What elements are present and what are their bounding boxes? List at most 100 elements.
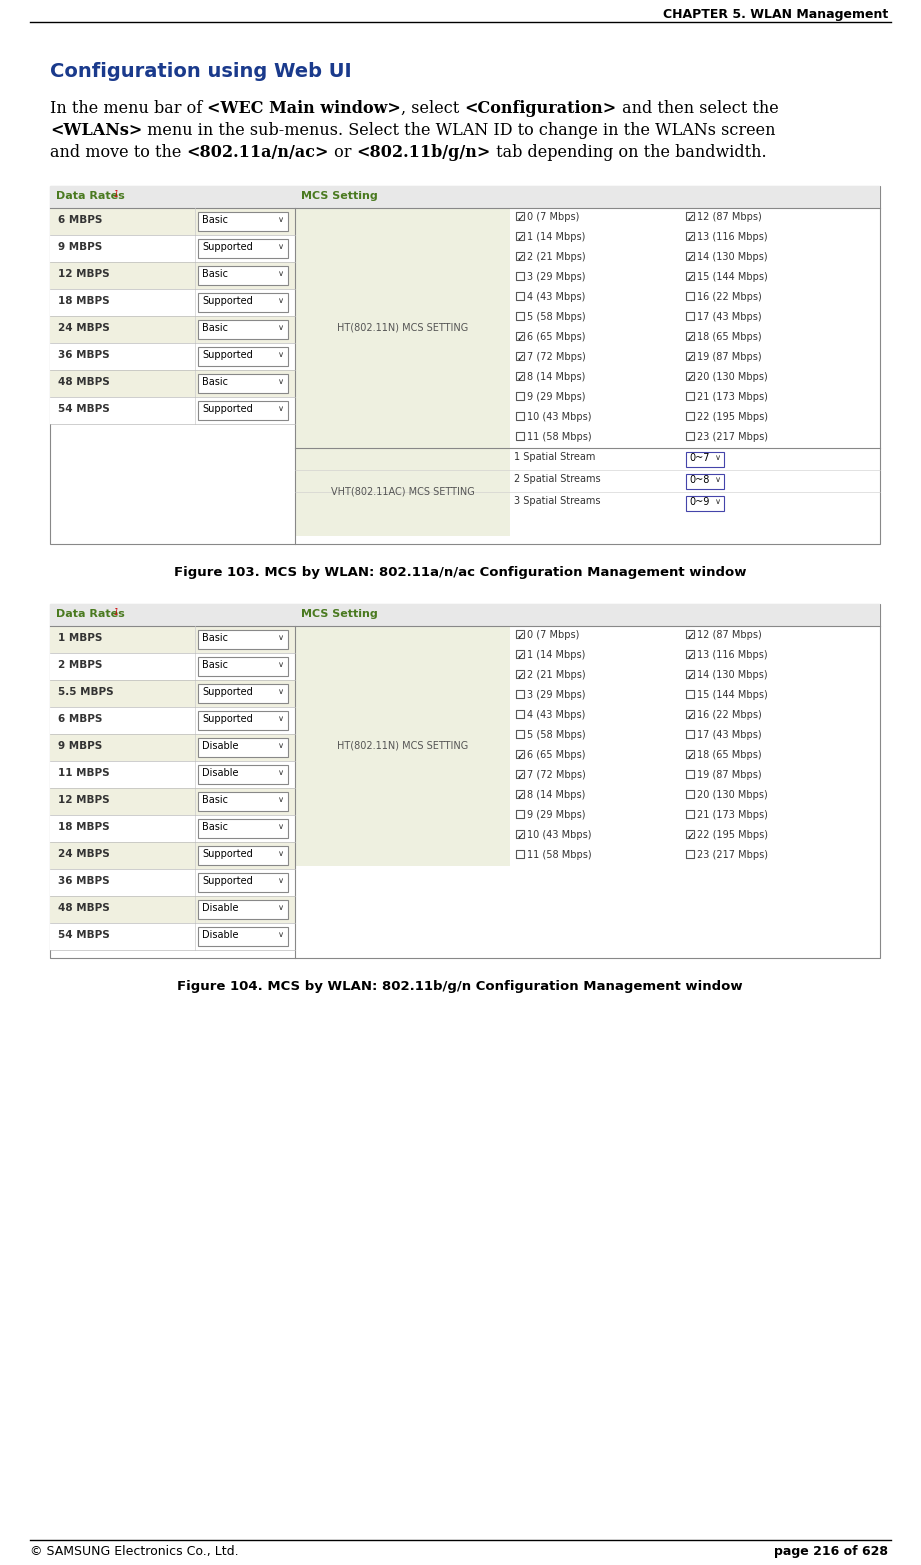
Text: ∨: ∨ xyxy=(278,632,284,642)
Text: Disable: Disable xyxy=(202,930,239,941)
Bar xyxy=(198,657,288,676)
Text: and then select the: and then select the xyxy=(617,100,778,117)
Text: 2 (21 Mbps): 2 (21 Mbps) xyxy=(527,252,586,261)
Bar xyxy=(50,681,295,707)
Bar xyxy=(516,811,524,818)
Text: ∨: ∨ xyxy=(278,930,284,939)
Bar xyxy=(516,293,524,300)
Bar xyxy=(295,448,510,535)
Bar xyxy=(686,649,694,657)
Text: ∨: ∨ xyxy=(278,795,284,804)
Text: 54 MBPS: 54 MBPS xyxy=(58,404,110,415)
Text: 19 (87 Mbps): 19 (87 Mbps) xyxy=(697,770,762,779)
Bar xyxy=(50,626,295,653)
Text: 15 (144 Mbps): 15 (144 Mbps) xyxy=(697,690,768,700)
Bar xyxy=(516,631,524,639)
Text: ✓: ✓ xyxy=(687,671,695,681)
Text: Basic: Basic xyxy=(202,795,228,804)
Text: ✓: ✓ xyxy=(687,651,695,660)
Text: ∨: ∨ xyxy=(278,822,284,831)
Bar xyxy=(516,232,524,239)
Bar xyxy=(516,790,524,798)
Text: 19 (87 Mbps): 19 (87 Mbps) xyxy=(697,352,762,362)
Bar xyxy=(516,711,524,718)
Text: 14 (130 Mbps): 14 (130 Mbps) xyxy=(697,670,767,681)
Bar xyxy=(686,352,694,360)
Text: 1: 1 xyxy=(114,607,119,617)
Text: ✓: ✓ xyxy=(687,711,695,721)
Bar xyxy=(50,707,295,734)
Bar xyxy=(50,734,295,761)
Text: 6 (65 Mbps): 6 (65 Mbps) xyxy=(527,750,586,761)
Text: Supported: Supported xyxy=(202,296,252,307)
Text: 15 (144 Mbps): 15 (144 Mbps) xyxy=(697,272,768,282)
Text: Supported: Supported xyxy=(202,876,252,886)
Bar xyxy=(516,412,524,419)
Bar xyxy=(516,372,524,380)
Text: ✓: ✓ xyxy=(517,333,525,343)
Text: ✓: ✓ xyxy=(687,751,695,761)
Text: or: or xyxy=(329,144,356,161)
Text: 0 (7 Mbps): 0 (7 Mbps) xyxy=(527,211,579,222)
Bar xyxy=(50,653,295,681)
Bar xyxy=(686,670,694,678)
Text: <802.11b/g/n>: <802.11b/g/n> xyxy=(356,144,491,161)
Bar xyxy=(686,496,724,512)
Text: ∨: ∨ xyxy=(278,269,284,279)
Text: ✓: ✓ xyxy=(517,213,525,222)
Bar xyxy=(50,398,295,424)
Text: 3 (29 Mbps): 3 (29 Mbps) xyxy=(527,690,586,700)
Text: 22 (195 Mbps): 22 (195 Mbps) xyxy=(697,829,768,840)
Bar xyxy=(50,186,880,545)
Text: 3 Spatial Streams: 3 Spatial Streams xyxy=(514,496,600,505)
Bar xyxy=(50,869,295,897)
Text: ✓: ✓ xyxy=(687,631,695,642)
Bar xyxy=(516,670,524,678)
Text: 4 (43 Mbps): 4 (43 Mbps) xyxy=(527,711,586,720)
Text: <802.11a/n/ac>: <802.11a/n/ac> xyxy=(186,144,329,161)
Text: 12 MBPS: 12 MBPS xyxy=(58,795,110,804)
Text: 22 (195 Mbps): 22 (195 Mbps) xyxy=(697,412,768,423)
Bar xyxy=(198,319,288,340)
Text: Basic: Basic xyxy=(202,214,228,225)
Text: <WEC Main window>: <WEC Main window> xyxy=(207,100,402,117)
Text: 20 (130 Mbps): 20 (130 Mbps) xyxy=(697,790,768,800)
Bar xyxy=(516,352,524,360)
Text: ✓: ✓ xyxy=(517,790,525,801)
Bar xyxy=(516,649,524,657)
Text: Supported: Supported xyxy=(202,243,252,252)
Bar xyxy=(516,829,524,837)
Bar xyxy=(686,391,694,401)
Text: Basic: Basic xyxy=(202,322,228,333)
Text: 36 MBPS: 36 MBPS xyxy=(58,876,110,886)
Text: menu in the sub-menus. Select the WLAN ID to change in the WLANs screen: menu in the sub-menus. Select the WLAN I… xyxy=(143,122,775,139)
Bar xyxy=(50,369,295,398)
Bar xyxy=(686,432,694,440)
Bar xyxy=(686,252,694,260)
Bar xyxy=(686,412,694,419)
Bar xyxy=(198,792,288,811)
Text: ✓: ✓ xyxy=(687,372,695,383)
Text: 1 (14 Mbps): 1 (14 Mbps) xyxy=(527,649,586,660)
Text: 13 (116 Mbps): 13 (116 Mbps) xyxy=(697,649,767,660)
Bar xyxy=(295,208,510,448)
Bar xyxy=(516,311,524,319)
Bar xyxy=(686,850,694,858)
Text: 11 MBPS: 11 MBPS xyxy=(58,768,110,778)
Text: 11 (58 Mbps): 11 (58 Mbps) xyxy=(527,432,591,441)
Text: 16 (22 Mbps): 16 (22 Mbps) xyxy=(697,711,762,720)
Text: <Configuration>: <Configuration> xyxy=(464,100,617,117)
Text: VHT(802.11AC) MCS SETTING: VHT(802.11AC) MCS SETTING xyxy=(331,487,474,498)
Bar xyxy=(686,232,694,239)
Text: 12 (87 Mbps): 12 (87 Mbps) xyxy=(697,631,762,640)
Text: Basic: Basic xyxy=(202,822,228,833)
Bar xyxy=(50,343,295,369)
Text: ✓: ✓ xyxy=(517,772,525,781)
Bar xyxy=(50,290,295,316)
Bar xyxy=(686,690,694,698)
Text: HT(802.11N) MCS SETTING: HT(802.11N) MCS SETTING xyxy=(337,322,468,333)
Bar xyxy=(516,252,524,260)
Text: 10 (43 Mbps): 10 (43 Mbps) xyxy=(527,412,591,423)
Bar xyxy=(686,452,724,466)
Text: 6 (65 Mbps): 6 (65 Mbps) xyxy=(527,332,586,343)
